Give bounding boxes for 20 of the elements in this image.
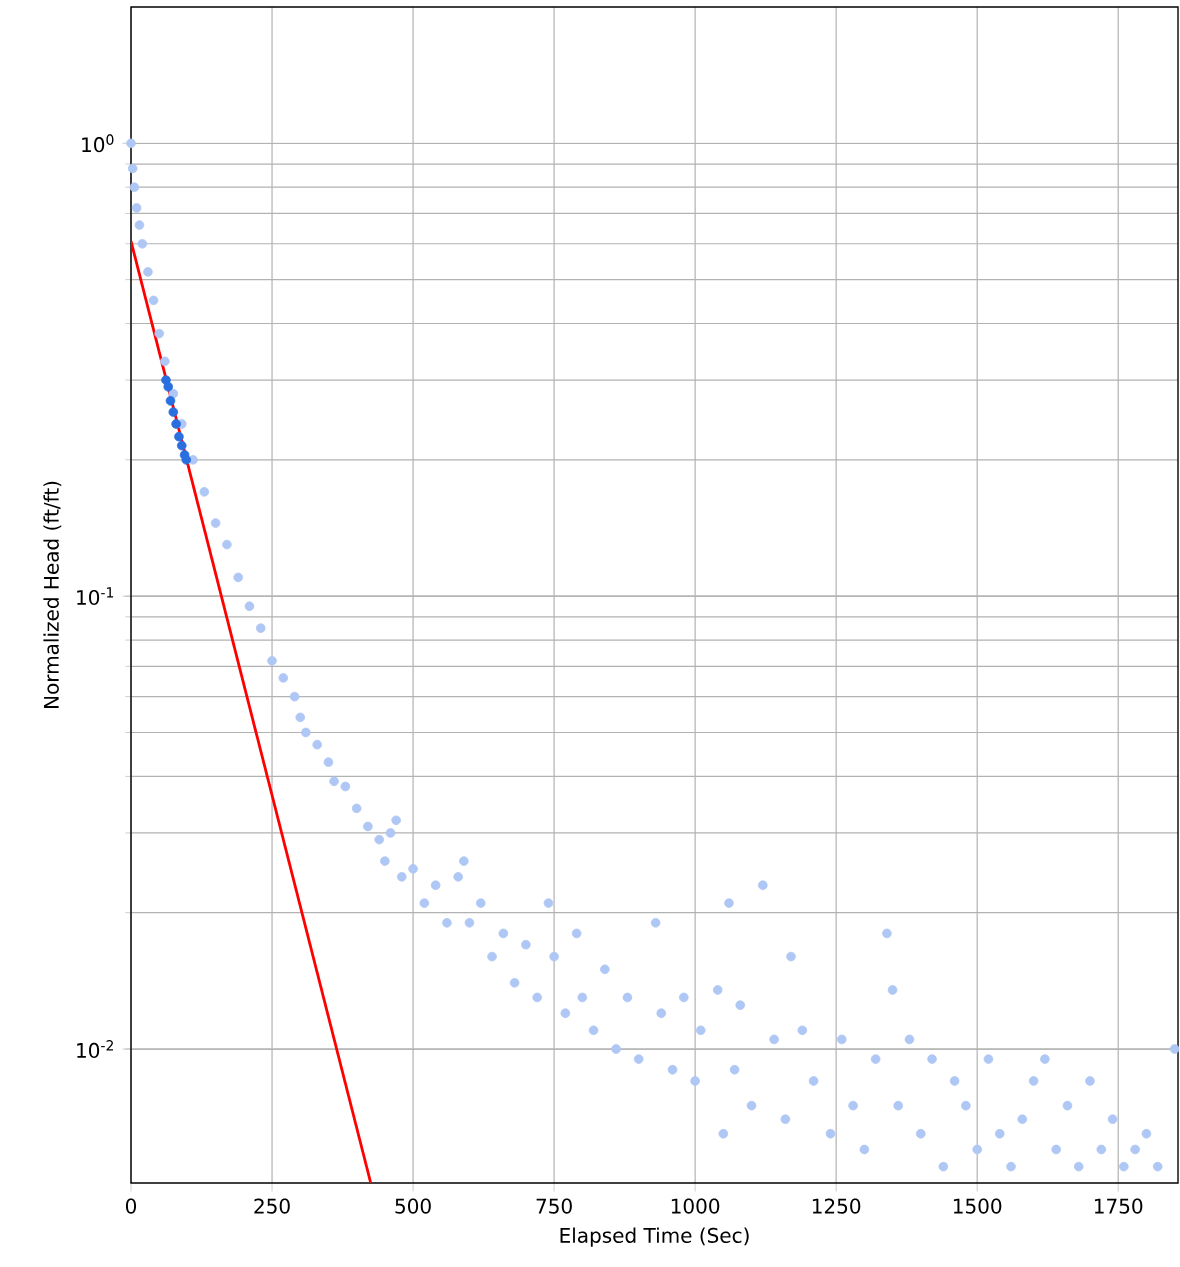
x-tick-label: 0 <box>125 1198 137 1214</box>
y-tick-label: 10$^{-1}$ <box>77 587 114 606</box>
x-tick-label: 500 <box>395 1198 431 1214</box>
point <box>174 431 184 442</box>
x-axis-title: Elapsed Time (Sec) <box>560 1227 749 1247</box>
point <box>163 381 174 392</box>
x-tick-label: 1000 <box>671 1198 720 1214</box>
y-axis-title: Normalized Head (ft/ft) <box>43 481 62 708</box>
x-tick-label: 1750 <box>1094 1198 1143 1214</box>
point <box>181 455 192 465</box>
x-tick-label: 250 <box>254 1198 290 1214</box>
x-tick-label: 1250 <box>812 1198 861 1214</box>
y-tick-label: 10$^{0}$ <box>82 134 114 153</box>
point <box>176 440 187 451</box>
x-tick-label: 1500 <box>953 1198 1002 1214</box>
point <box>165 396 176 406</box>
x-tick-label: 750 <box>536 1198 572 1214</box>
point <box>171 419 181 429</box>
y-tick-label: 10$^{-2}$ <box>77 1040 113 1058</box>
point <box>168 407 179 417</box>
